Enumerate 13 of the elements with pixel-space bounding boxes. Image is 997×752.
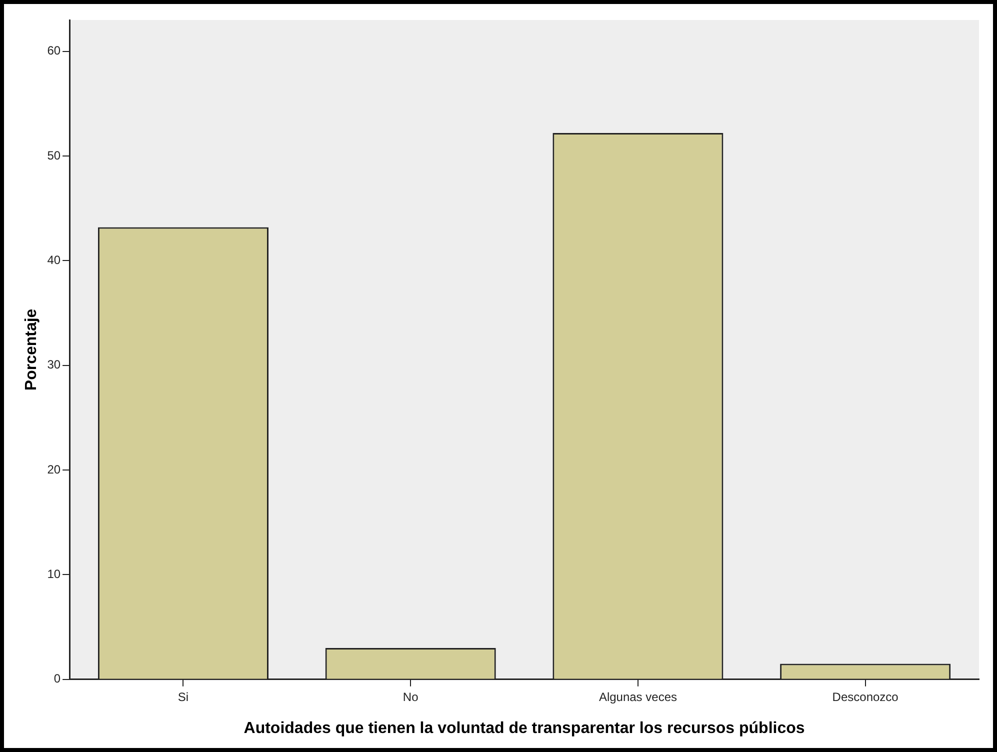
x-tick-label: Algunas veces — [598, 690, 677, 704]
x-tick-label: Si — [178, 690, 189, 704]
y-tick-label: 40 — [47, 253, 61, 268]
y-tick-label: 50 — [47, 148, 61, 162]
y-tick-label: 20 — [47, 462, 61, 476]
y-tick-label: 60 — [47, 44, 61, 58]
y-tick-label: 10 — [47, 567, 61, 582]
x-axis-title: Autoidades que tienen la voluntad de transparentar los recursos públicos — [244, 720, 805, 737]
y-tick-label: 0 — [54, 672, 61, 686]
y-axis-title: Porcentaje — [23, 308, 40, 391]
x-tick-label: No — [402, 690, 419, 704]
x-tick-label: Desconozco — [832, 690, 899, 704]
y-tick-label: 30 — [47, 358, 61, 372]
